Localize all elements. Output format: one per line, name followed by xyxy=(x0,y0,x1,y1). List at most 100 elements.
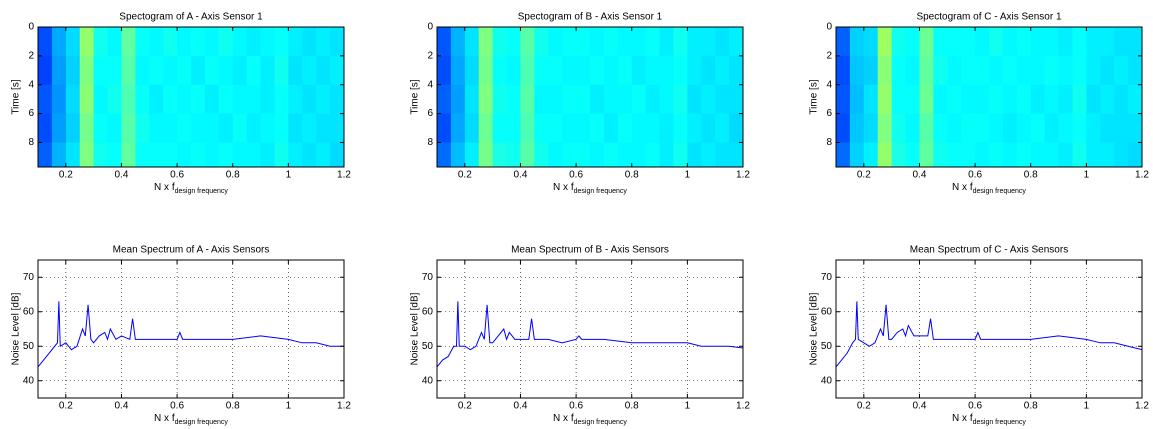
x-tick-label: 0.4 xyxy=(115,401,129,412)
heatmap-cell xyxy=(163,113,178,143)
heatmap-cell xyxy=(79,142,95,167)
x-tick-label: 0.2 xyxy=(857,170,871,181)
x-tick-label: 1 xyxy=(286,401,292,412)
heatmap-cell xyxy=(687,84,702,115)
heatmap-cell xyxy=(450,142,466,167)
heatmap-cell xyxy=(302,27,317,57)
heatmap-cell xyxy=(38,113,53,143)
y-tick-label: 4 xyxy=(427,79,433,90)
y-axis-label: Time [s] xyxy=(410,79,421,114)
axes-box xyxy=(436,259,744,399)
heatmap-cell xyxy=(260,84,275,115)
heatmap-cell xyxy=(576,27,591,57)
chart-title: Spectogram of A - Axis Sensor 1 xyxy=(119,12,263,23)
x-axis-label-main: N x f xyxy=(553,413,574,424)
heatmap-cell xyxy=(330,27,344,57)
heatmap-cell xyxy=(163,27,178,57)
heatmap-cell xyxy=(163,142,178,167)
heatmap-cell xyxy=(1002,142,1018,167)
heatmap-cell xyxy=(450,55,466,86)
y-tick-label: 40 xyxy=(422,375,434,386)
heatmap-cell xyxy=(121,27,136,57)
heatmap-cell xyxy=(1030,84,1046,115)
x-tick-label: 0.4 xyxy=(514,170,528,181)
heatmap-cell xyxy=(1016,27,1032,57)
heatmap-cell xyxy=(232,84,248,115)
heatmap-cell xyxy=(506,113,521,143)
heatmap-cell xyxy=(836,84,851,115)
heatmap-cell xyxy=(135,55,150,86)
heatmap-cell xyxy=(107,27,122,57)
x-tick-label: 0.2 xyxy=(59,170,73,181)
heatmap-cell xyxy=(947,27,962,57)
axes-box xyxy=(37,26,345,168)
heatmap-cell xyxy=(905,27,920,57)
heatmap-cell xyxy=(631,84,647,115)
heatmap-cell xyxy=(863,113,879,143)
heatmap-cell xyxy=(905,55,920,86)
heatmap-cell xyxy=(450,84,466,115)
x-tick-label: 1 xyxy=(685,401,691,412)
heatmap-cell xyxy=(562,27,577,57)
heatmap-cell xyxy=(93,84,109,115)
heatmap-cell xyxy=(576,142,591,167)
heatmap-cell xyxy=(450,113,466,143)
heatmap-cell xyxy=(933,84,948,115)
heatmap-cell xyxy=(1086,55,1101,86)
y-tick-label: 8 xyxy=(427,137,433,148)
heatmap-cell xyxy=(274,84,289,115)
heatmap-cell xyxy=(891,113,907,143)
x-tick-label: 1.2 xyxy=(736,401,750,412)
heatmap-cell xyxy=(274,142,289,167)
heatmap-cell xyxy=(204,113,220,143)
y-tick-label: 0 xyxy=(826,22,832,33)
heatmap-cell xyxy=(177,142,192,167)
heatmap-cell xyxy=(232,113,248,143)
x-tick-label: 0.8 xyxy=(625,401,639,412)
heatmap-cell xyxy=(919,55,934,86)
heatmap-cell xyxy=(687,142,702,167)
heatmap-cell xyxy=(919,84,934,115)
heatmap-cell xyxy=(715,113,730,143)
heatmap-cell xyxy=(877,84,893,115)
heatmap-cell xyxy=(330,84,344,115)
heatmap-cell xyxy=(961,55,976,86)
heatmap-cell xyxy=(478,84,494,115)
heatmap-cell xyxy=(1016,113,1032,143)
heatmap-cell xyxy=(1072,27,1087,57)
heatmap-cell xyxy=(1100,84,1115,115)
heatmap-cell xyxy=(1128,113,1142,143)
heatmap-cell xyxy=(729,113,743,143)
heatmap-cell xyxy=(603,84,619,115)
heatmap-cell xyxy=(1044,142,1060,167)
heatmap-cell xyxy=(149,55,164,86)
line xyxy=(437,301,743,368)
heatmap-cell xyxy=(701,113,716,143)
x-tick-label: 0.6 xyxy=(968,401,982,412)
heatmap-cell xyxy=(246,142,262,167)
heatmap-cell xyxy=(506,27,521,57)
heatmap-cell xyxy=(863,84,879,115)
heatmap-cell xyxy=(1114,113,1129,143)
heatmap-cell xyxy=(232,142,248,167)
x-axis-label-subscript: design frequency xyxy=(175,188,229,195)
heatmap-cell xyxy=(246,27,262,57)
heatmap-cell xyxy=(603,55,619,86)
x-tick-label: 0.6 xyxy=(170,401,184,412)
heatmap-cell xyxy=(204,55,220,86)
heatmap-cell xyxy=(877,142,893,167)
y-tick-label: 40 xyxy=(23,375,35,386)
heatmap-cell xyxy=(715,55,730,86)
heatmap-cell xyxy=(1128,84,1142,115)
heatmap-cell xyxy=(464,142,480,167)
heatmap-cell xyxy=(218,55,234,86)
x-axis-label-main: N x f xyxy=(154,182,175,193)
y-tick-label: 4 xyxy=(28,79,34,90)
heatmap-cell xyxy=(107,84,122,115)
heatmap-cell xyxy=(715,27,730,57)
y-tick-label: 50 xyxy=(821,341,833,352)
heatmap-cell xyxy=(478,27,494,57)
x-axis-label-subscript: design frequency xyxy=(175,419,229,426)
heatmap-cell xyxy=(715,84,730,115)
heatmap-cell xyxy=(1002,84,1018,115)
